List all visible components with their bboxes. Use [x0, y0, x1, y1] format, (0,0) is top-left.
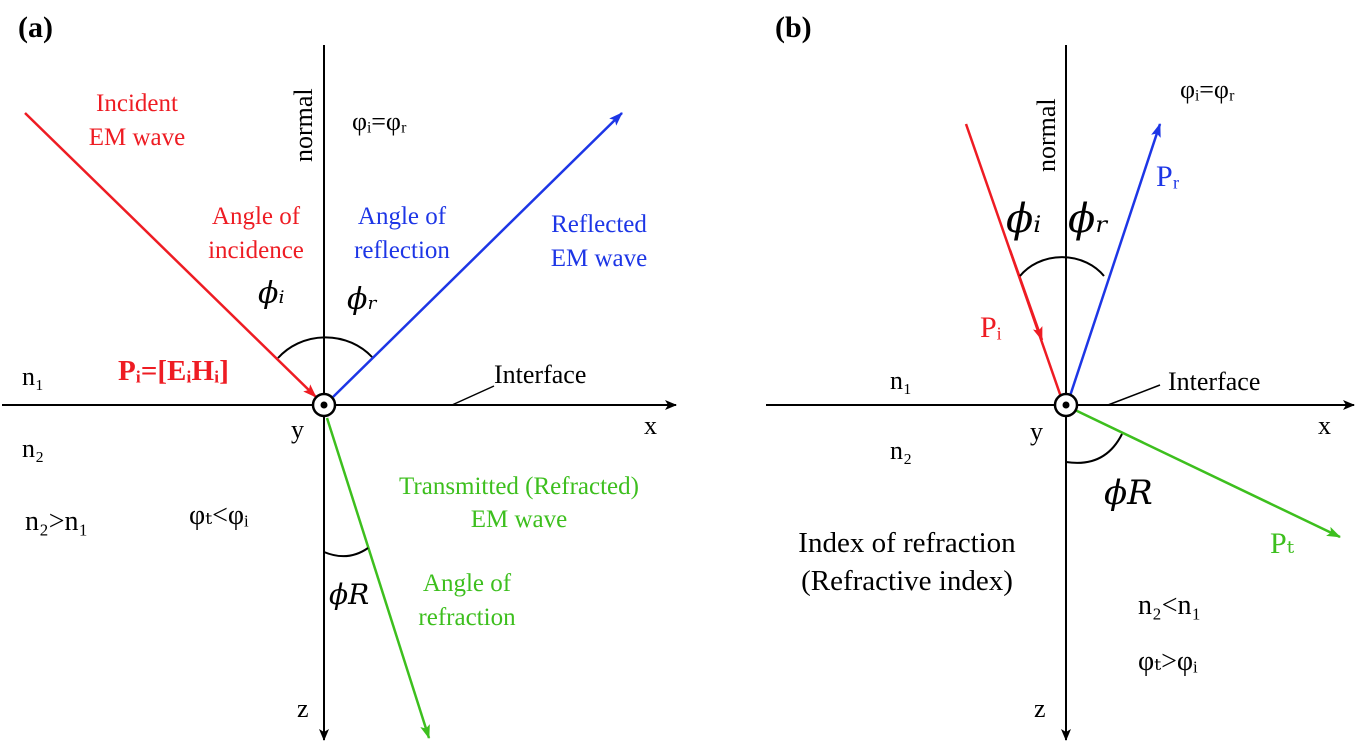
reflected-ray-a: [332, 112, 623, 398]
Pi-label: Pᵢ: [980, 311, 1002, 344]
index-label-2: (Refractive index): [801, 565, 1013, 597]
angle-incidence-2: incidence: [208, 237, 304, 264]
arc-incidence-reflection-b: [1019, 256, 1105, 277]
arc-refraction-b: [1065, 433, 1123, 464]
incident-label-2: EM wave: [89, 124, 186, 151]
angle-refraction-1: Angle of: [423, 570, 512, 597]
interface-leader-b: [1107, 384, 1161, 406]
angle-refraction-2: refraction: [418, 604, 516, 631]
transmitted-label-2: EM wave: [471, 506, 568, 533]
normal-label-b: normal: [1032, 98, 1061, 172]
panel-a: (a) normal Incident EM wave φᵢ=φᵣ Angle …: [2, 11, 677, 741]
n2-b: n₂: [890, 436, 912, 465]
arc-refraction-a: [323, 547, 369, 558]
n2-a: n₂: [22, 434, 44, 463]
poynting-a: Pᵢ=[EᵢHᵢ]: [118, 355, 229, 387]
phi-relation-b: φₜ>φᵢ: [1138, 646, 1198, 677]
n-relation-a: n₂>n₁: [25, 506, 88, 537]
incident-ray-b-arrow: [1008, 249, 1044, 341]
phi-r-a: ϕᵣ: [347, 282, 378, 317]
transmitted-label-1: Transmitted (Refracted): [399, 473, 639, 500]
n1-a: n₁: [22, 362, 44, 391]
n-relation-b: n₂<n₁: [1138, 590, 1201, 621]
reflected-ray-b: [1068, 123, 1162, 397]
phi-R-a: ϕR: [329, 578, 369, 611]
interface-leader-a: [451, 385, 495, 406]
phi-i-b: ϕᵢ: [1006, 196, 1041, 242]
transmitted-ray-b: [1074, 408, 1341, 539]
transmitted-ray-a: [325, 417, 431, 739]
y-label-b: y: [1030, 417, 1043, 446]
reflected-label-2: EM wave: [551, 245, 648, 272]
angle-reflection-1: Angle of: [358, 203, 447, 230]
phi-equal-a: φᵢ=φᵣ: [352, 107, 407, 136]
y-label-a: y: [291, 415, 304, 444]
interface-label-a: Interface: [494, 360, 586, 389]
x-label-b: x: [1318, 411, 1331, 440]
arc-incidence-reflection-a: [277, 336, 373, 359]
interface-label-b: Interface: [1168, 367, 1260, 396]
phi-relation-a: φₜ<φᵢ: [189, 500, 249, 531]
Pt-label: Pₜ: [1270, 527, 1295, 560]
z-label-a: z: [297, 694, 309, 723]
panel-b-label: (b): [775, 11, 812, 44]
reflected-label-1: Reflected: [551, 211, 647, 238]
angle-incidence-1: Angle of: [212, 203, 301, 230]
phi-r-b: ϕᵣ: [1068, 196, 1109, 242]
x-label-a: x: [644, 411, 657, 440]
phi-R-b: ϕR: [1104, 473, 1153, 513]
angle-reflection-2: reflection: [354, 237, 450, 264]
phi-i-a: ϕᵢ: [258, 276, 284, 311]
index-label-1: Index of refraction: [798, 527, 1016, 559]
phi-equal-b: φᵢ=φᵣ: [1180, 75, 1235, 104]
z-label-b: z: [1034, 694, 1046, 723]
Pr-label: Pᵣ: [1156, 160, 1180, 193]
incident-ray-a: [24, 112, 317, 398]
normal-label-a: normal: [289, 88, 318, 162]
panel-a-label: (a): [18, 11, 53, 44]
incident-label-1: Incident: [96, 90, 178, 117]
panel-b: (b) normal φᵢ=φᵣ Pᵣ ϕᵢ ϕᵣ Pᵢ n₁ Interfac…: [766, 11, 1355, 741]
n1-b: n₁: [890, 366, 912, 395]
